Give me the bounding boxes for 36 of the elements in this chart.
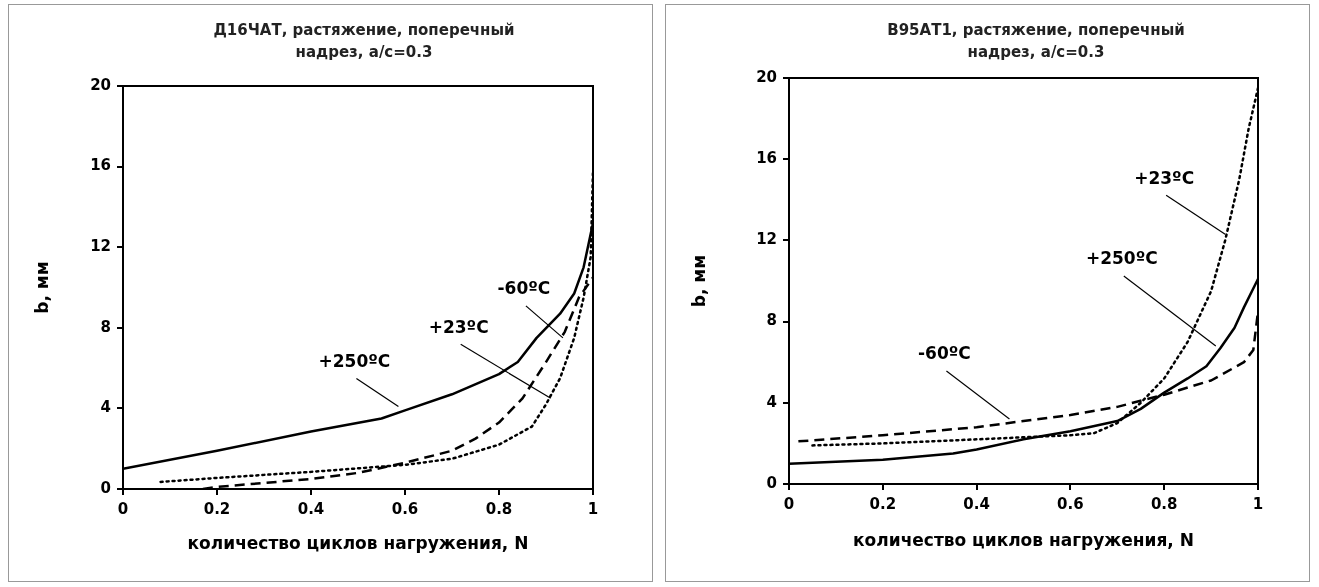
x-tick-label: 0.2: [203, 499, 231, 518]
y-tick-label: 12: [756, 230, 777, 249]
y-axis-title: b, мм: [688, 254, 709, 308]
y-tick-label: 4: [100, 398, 111, 417]
x-tick-label: 0.8: [1150, 494, 1178, 513]
x-tick-label: 0: [117, 499, 129, 518]
y-tick-label: 16: [756, 149, 777, 168]
annotation: +23ºC: [1134, 167, 1195, 188]
chart-title: В95АТ1, растяжение, поперечный надрез, a/c=0.3: [886, 20, 1186, 63]
x-axis-title: количество циклов нагружения, N: [187, 533, 529, 554]
x-tick-label: 0.6: [391, 499, 419, 518]
x-tick-label: 0: [783, 494, 795, 513]
y-tick-label: 20: [90, 75, 111, 94]
annotation: +250ºC: [318, 350, 391, 371]
annotation: +250ºC: [1085, 248, 1158, 269]
x-tick-label: 0.8: [485, 499, 513, 518]
chart-title: Д16ЧАТ, растяжение, поперечный надрез, a/c=0.3: [212, 20, 516, 63]
x-tick-label: 1: [1252, 494, 1264, 513]
x-axis-title: количество циклов нагружения, N: [853, 530, 1194, 551]
annotation: +23ºC: [428, 316, 489, 337]
y-tick-label: 0: [766, 473, 777, 492]
x-tick-label: 0.4: [963, 494, 990, 513]
x-tick-label: 0.4: [297, 499, 325, 518]
x-tick-label: 0.2: [869, 494, 897, 513]
y-tick-label: 12: [90, 237, 111, 256]
y-tick-label: 8: [100, 317, 111, 336]
y-tick-label: 20: [756, 67, 777, 86]
x-tick-label: 0.6: [1057, 494, 1084, 513]
y-tick-label: 4: [766, 392, 777, 411]
y-tick-label: 8: [766, 311, 777, 330]
annotation: -60ºC: [918, 343, 971, 364]
y-axis-title: b, мм: [31, 261, 52, 314]
x-tick-label: 1: [587, 499, 599, 518]
y-tick-label: 16: [90, 156, 111, 175]
annotation: -60ºC: [497, 278, 551, 299]
y-tick-label: 0: [100, 478, 111, 497]
